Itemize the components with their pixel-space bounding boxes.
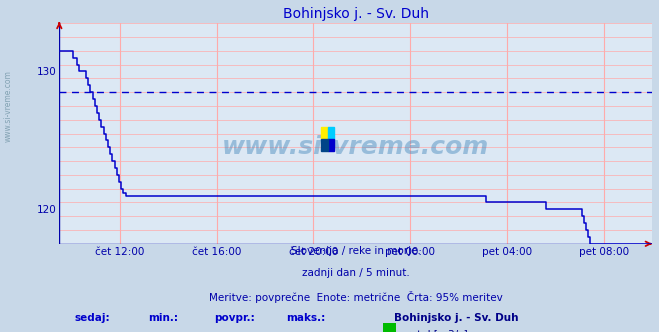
Bar <box>321 139 328 151</box>
Text: -nan: -nan <box>294 330 317 332</box>
Bar <box>321 126 328 139</box>
Text: Meritve: povprečne  Enote: metrične  Črta: 95% meritev: Meritve: povprečne Enote: metrične Črta:… <box>209 290 503 302</box>
Text: -nan: -nan <box>152 330 175 332</box>
Bar <box>382 323 395 332</box>
Text: povpr.:: povpr.: <box>214 313 254 323</box>
Text: Slovenija / reke in morje.: Slovenija / reke in morje. <box>291 246 421 256</box>
Title: Bohinjsko j. - Sv. Duh: Bohinjsko j. - Sv. Duh <box>283 7 429 21</box>
Text: min.:: min.: <box>148 313 178 323</box>
Bar <box>328 139 334 151</box>
Text: -nan: -nan <box>223 330 246 332</box>
Text: zadnji dan / 5 minut.: zadnji dan / 5 minut. <box>302 269 410 279</box>
Text: pretok[m3/s]: pretok[m3/s] <box>400 330 468 332</box>
Text: sedaj:: sedaj: <box>74 313 110 323</box>
Text: -nan: -nan <box>80 330 103 332</box>
Bar <box>328 126 334 139</box>
Text: www.si-vreme.com: www.si-vreme.com <box>222 135 490 159</box>
Text: maks.:: maks.: <box>286 313 325 323</box>
Text: Bohinjsko j. - Sv. Duh: Bohinjsko j. - Sv. Duh <box>394 313 519 323</box>
Text: www.si-vreme.com: www.si-vreme.com <box>3 70 13 142</box>
